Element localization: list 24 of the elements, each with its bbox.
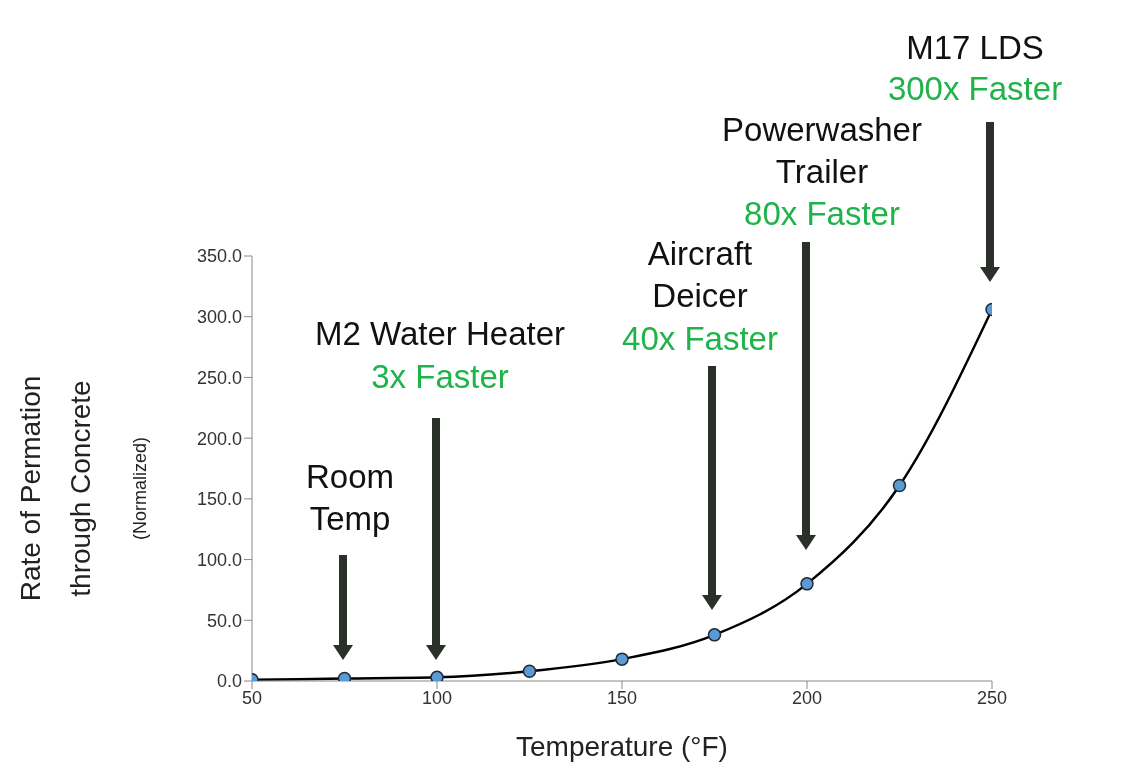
annotation: Room Temp [305,458,395,537]
y-tick-label: 100.0 [196,549,242,570]
x-tick-label: 150 [606,687,638,708]
y-tick-label: 0.0 [216,671,242,692]
text: 80x Faster [744,195,900,232]
y-tick-label: 150.0 [196,489,242,510]
annotation: 3x Faster [371,358,509,395]
x-tick-label: 200 [791,687,823,708]
annotation: Aircraft Deicer [647,235,753,314]
x-tick-label: 100 [421,687,453,708]
text: Powerwasher Trailer [722,111,922,190]
text: 300x Faster [887,70,1063,107]
y-tick-label: 350.0 [196,246,242,267]
y-tick-label: 200.0 [196,428,242,449]
x-axis-title: Temperature (°F) [516,731,728,762]
annotation: M2 Water Heater [314,315,566,352]
y-tick-label: 250.0 [196,367,242,388]
x-tick-label: 50 [241,687,263,708]
annotation: 40x Faster [622,320,778,357]
y-tick-label: 300.0 [196,307,242,328]
y-tick-label: 50.0 [206,610,242,631]
text: Rate of Permation through Concrete (Normalized) [15,375,150,602]
x-tick-label: 250 [976,687,1008,708]
text: M17 LDS [906,29,1044,66]
